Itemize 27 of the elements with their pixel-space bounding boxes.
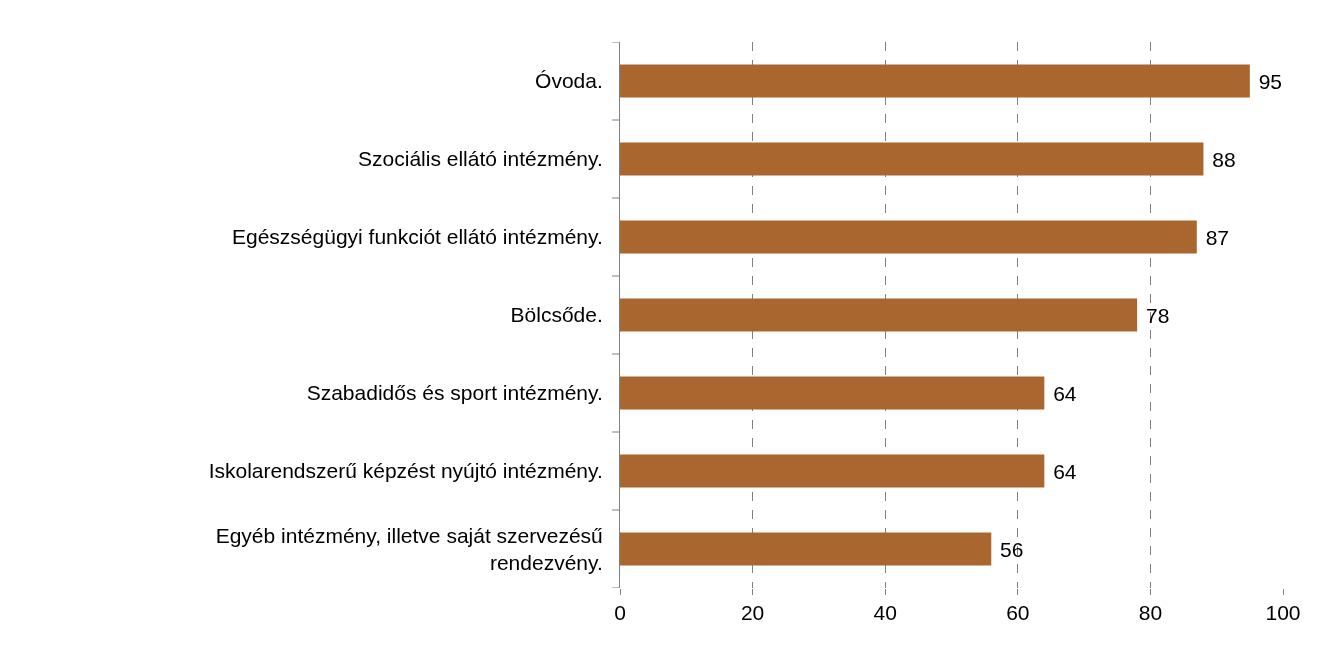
data-label: 64 xyxy=(1047,381,1077,405)
y-tick-label: Óvoda. xyxy=(535,69,603,93)
y-tick-label: Szociális ellátó intézmény. xyxy=(358,147,603,171)
x-tick-label: 80 xyxy=(1138,601,1163,625)
bar xyxy=(620,220,1197,254)
x-tick-label: 100 xyxy=(1265,601,1301,625)
x-tick-label: 20 xyxy=(740,601,765,625)
bar xyxy=(620,64,1250,98)
bar xyxy=(620,298,1138,332)
data-label: 87 xyxy=(1199,225,1230,249)
y-tick-label: Egyéb intézmény, illetve saját szervezésű rendezvény. xyxy=(215,523,603,574)
bar xyxy=(620,376,1045,410)
data-label: 95 xyxy=(1252,69,1283,93)
x-tick-label: 0 xyxy=(614,601,626,625)
data-label: 64 xyxy=(1047,459,1077,483)
y-tick-label: Bölcsőde. xyxy=(510,303,603,327)
y-tick-label: Szabadidős és sport intézmény. xyxy=(306,381,603,405)
x-tick-label: 60 xyxy=(1006,601,1030,625)
x-tick-label: 40 xyxy=(873,601,897,625)
y-tick-label: Iskolarendszerű képzést nyújtó intézmény. xyxy=(208,459,603,483)
data-label: 56 xyxy=(994,537,1024,561)
bar xyxy=(620,454,1045,488)
data-label: 78 xyxy=(1140,303,1170,327)
bar xyxy=(620,532,992,566)
data-label: 88 xyxy=(1206,147,1236,171)
y-tick-label: Egészségügyi funkciót ellátó intézmény. xyxy=(231,225,603,249)
bar xyxy=(620,142,1204,176)
